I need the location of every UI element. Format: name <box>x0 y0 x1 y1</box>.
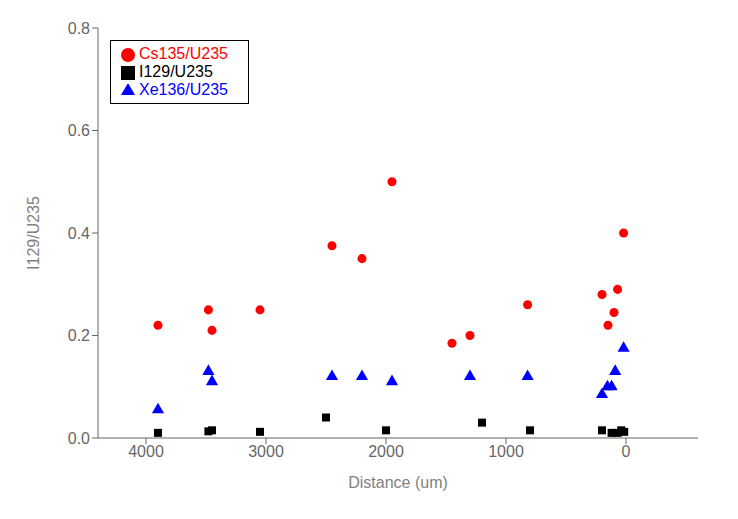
svg-text:1000: 1000 <box>488 443 524 460</box>
svg-text:0.0: 0.0 <box>68 430 90 447</box>
svg-text:0: 0 <box>622 443 631 460</box>
svg-text:0.2: 0.2 <box>68 327 90 344</box>
svg-text:4000: 4000 <box>128 443 164 460</box>
svg-text:I129/U235: I129/U235 <box>25 196 42 270</box>
html-text:Xe136/U235: Xe136/U235 <box>139 81 228 98</box>
html-text:Cs135/U235: Cs135/U235 <box>139 45 228 62</box>
svg-text:0.8: 0.8 <box>68 20 90 37</box>
svg-text:0.6: 0.6 <box>68 122 90 139</box>
html-text:I129/U235: I129/U235 <box>139 63 213 80</box>
svg-text:2000: 2000 <box>368 443 404 460</box>
svg-text:Distance (um): Distance (um) <box>348 474 448 491</box>
svg-text:3000: 3000 <box>248 443 284 460</box>
svg-text:0.4: 0.4 <box>68 225 90 242</box>
